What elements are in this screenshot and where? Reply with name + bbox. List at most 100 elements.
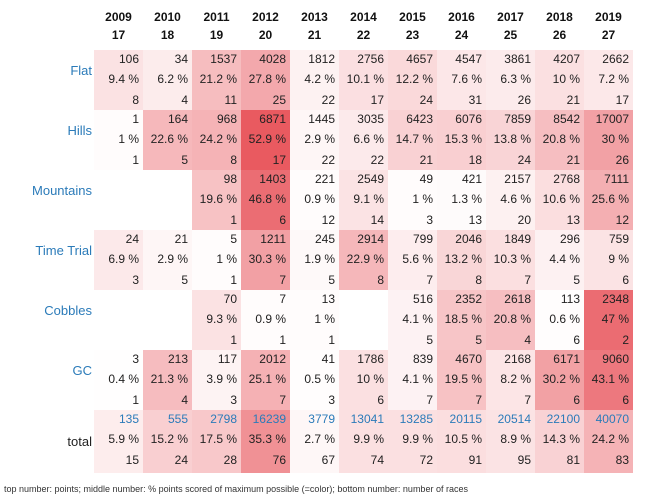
cell-percent: 15.3 % [444, 132, 482, 146]
heatmap-cell: 40070 24.2 % 83 [584, 410, 633, 473]
column-header-year: 2013 [301, 10, 328, 24]
cell-races: 76 [272, 453, 286, 467]
cell-points[interactable]: 20514 [497, 412, 531, 426]
column-header-year: 2014 [350, 10, 377, 24]
heatmap-cell: 1812 4.2 % 22 [290, 50, 339, 110]
column-header-year: 2018 [546, 10, 573, 24]
column-header-sub: 18 [160, 28, 175, 42]
row-label-link[interactable]: Cobbles [44, 303, 92, 318]
heatmap-cell: 41 0.5 % 3 [290, 350, 339, 410]
cell-points: 3035 [357, 112, 384, 126]
cell-percent: 3.9 % [206, 372, 237, 386]
cell-races: 21 [419, 153, 433, 167]
cell-races: 1 [132, 393, 139, 407]
cell-races: 31 [468, 93, 482, 107]
cell-percent: 6.3 % [500, 72, 531, 86]
cell-points[interactable]: 555 [167, 412, 188, 426]
row-label-link[interactable]: Hills [67, 123, 92, 138]
cell-races: 81 [566, 453, 580, 467]
cell-points[interactable]: 3779 [308, 412, 335, 426]
cell-races: 22 [321, 93, 335, 107]
heatmap-cell: 2768 10.6 % 13 [535, 170, 584, 230]
table-legend-note: top number: points; middle number: % poi… [4, 484, 468, 494]
cell-points: 1537 [210, 52, 237, 66]
heatmap-cell: 6871 52.9 % 17 [241, 110, 290, 170]
cell-races: 7 [279, 393, 286, 407]
cell-percent: 10.3 % [493, 252, 531, 266]
cell-races: 6 [573, 393, 580, 407]
cell-percent: 8.9 % [500, 432, 531, 446]
cell-points: 2768 [553, 172, 580, 186]
cell-percent: 13.8 % [493, 132, 531, 146]
cell-points[interactable]: 40070 [595, 412, 629, 426]
cell-percent: 0.9 % [304, 192, 335, 206]
cell-races: 6 [279, 213, 286, 227]
cell-percent: 4.6 % [500, 192, 531, 206]
heatmap-cell [143, 170, 192, 230]
cell-points: 1786 [357, 352, 384, 366]
cell-races: 21 [566, 93, 580, 107]
cell-percent: 0.6 % [549, 312, 580, 326]
cell-percent: 22.9 % [346, 252, 384, 266]
cell-percent: 9 % [608, 252, 629, 266]
cell-percent: 1 % [412, 192, 433, 206]
heatmap-cell: 839 4.1 % 7 [388, 350, 437, 410]
cell-points: 968 [216, 112, 237, 126]
cell-points[interactable]: 16239 [252, 412, 286, 426]
cell-races: 5 [328, 273, 335, 287]
cell-points: 4028 [259, 52, 286, 66]
cell-points: 2662 [602, 52, 629, 66]
cell-points[interactable]: 20115 [449, 412, 482, 426]
cell-percent: 10 % [552, 72, 580, 86]
column-header-sub: 27 [601, 28, 616, 42]
cell-points: 4670 [455, 352, 482, 366]
heatmap-cell: 555 15.2 % 24 [143, 410, 192, 473]
cell-percent: 27.8 % [248, 72, 286, 86]
cell-percent: 9.4 % [108, 72, 139, 86]
cell-points: 6076 [455, 112, 482, 126]
cell-points: 1849 [504, 232, 531, 246]
cell-points[interactable]: 22100 [546, 412, 580, 426]
cell-points[interactable]: 13041 [350, 412, 384, 426]
cell-points: 1812 [308, 52, 335, 66]
heatmap-cell: 516 4.1 % 5 [388, 290, 437, 350]
cell-races: 17 [615, 93, 629, 107]
heatmap-cell: 49 1 % 3 [388, 170, 437, 230]
cell-points: 2618 [504, 292, 531, 306]
cell-percent: 9.9 % [353, 432, 384, 446]
cell-points: 1403 [259, 172, 286, 186]
heatmap-cell: 1537 21.2 % 11 [192, 50, 241, 110]
cell-points: 9060 [602, 352, 629, 366]
cell-races: 26 [615, 153, 629, 167]
heatmap-cell: 1445 2.9 % 22 [290, 110, 339, 170]
cell-points: 106 [118, 52, 139, 66]
cell-points: 70 [223, 292, 237, 306]
cell-races: 24 [517, 153, 531, 167]
row-label-link[interactable]: Mountains [32, 183, 92, 198]
cell-points: 4547 [455, 52, 482, 66]
cell-points[interactable]: 135 [118, 412, 139, 426]
cell-percent: 10 % [356, 372, 384, 386]
cell-points[interactable]: 2798 [210, 412, 237, 426]
cell-percent: 1.3 % [451, 192, 482, 206]
cell-points: 839 [412, 352, 433, 366]
heatmap-cell: 4670 19.5 % 7 [437, 350, 486, 410]
cell-percent: 1.9 % [304, 252, 335, 266]
cell-points[interactable]: 13285 [399, 412, 433, 426]
row-label-link[interactable]: Flat [70, 63, 92, 78]
cell-points: 4657 [406, 52, 433, 66]
heatmap-cell: 2348 47 % 2 [584, 290, 633, 350]
row-label-link[interactable]: Time Trial [35, 243, 92, 258]
cell-races: 7 [426, 273, 433, 287]
heatmap-cell: 3035 6.6 % 22 [339, 110, 388, 170]
cell-races: 7 [524, 393, 531, 407]
cell-percent: 9.9 % [402, 432, 433, 446]
heatmap-cell: 1211 30.3 % 7 [241, 230, 290, 290]
heatmap-cell: 98 19.6 % 1 [192, 170, 241, 230]
heatmap-cell: 296 4.4 % 5 [535, 230, 584, 290]
row-label-link[interactable]: GC [72, 363, 93, 378]
cell-points: 117 [217, 352, 237, 366]
cell-points: 2549 [357, 172, 384, 186]
cell-points: 17007 [595, 112, 629, 126]
column-header-year: 2019 [595, 10, 622, 24]
